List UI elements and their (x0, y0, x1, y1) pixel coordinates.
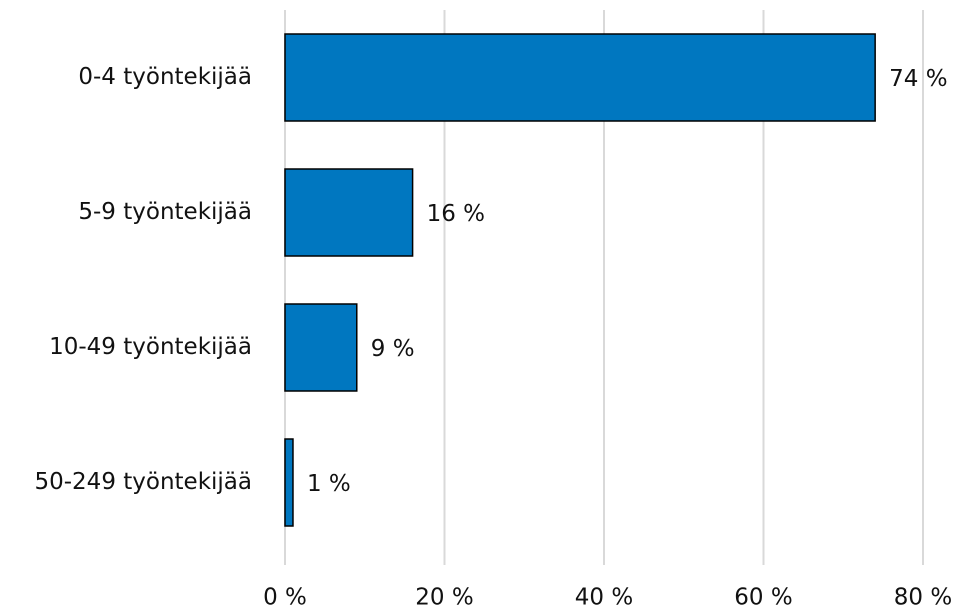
x-tick-label: 0 % (263, 585, 307, 608)
bar (284, 438, 294, 527)
x-tick-label: 40 % (575, 585, 633, 608)
y-tick-label: 50-249 työntekijää (34, 469, 252, 495)
value-label: 1 % (307, 471, 351, 497)
x-tick-label: 20 % (415, 585, 473, 608)
y-tick-label: 10-49 työntekijää (49, 334, 252, 360)
x-tick-label: 60 % (734, 585, 792, 608)
y-tick-label: 0-4 työntekijää (78, 64, 252, 90)
value-label: 16 % (427, 201, 485, 227)
bar (284, 303, 358, 392)
y-tick-label: 5-9 työntekijää (78, 199, 252, 225)
value-label: 74 % (889, 66, 947, 92)
bar (284, 168, 414, 257)
x-tick-label: 80 % (894, 585, 952, 608)
value-label: 9 % (371, 336, 415, 362)
bar (284, 33, 876, 122)
